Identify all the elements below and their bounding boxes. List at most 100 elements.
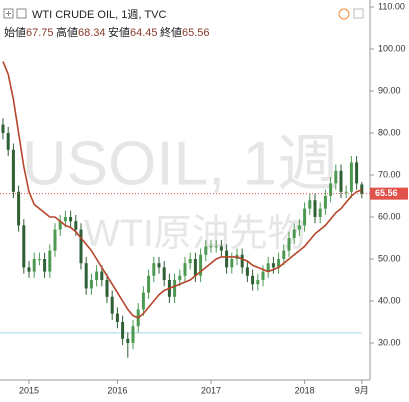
ohlc-label: 安値 xyxy=(108,25,130,39)
candle-body xyxy=(22,225,26,268)
ohlc-field: 安値64.45 xyxy=(108,25,158,39)
candle-body xyxy=(251,275,255,285)
y-tick-label: 50.00 xyxy=(378,253,401,263)
candle-body xyxy=(204,246,208,255)
y-tick-label: 70.00 xyxy=(378,169,401,179)
candle-body xyxy=(334,170,338,184)
candle-body xyxy=(256,280,260,285)
candle-body xyxy=(11,149,15,192)
candle-body xyxy=(173,280,177,297)
x-tick-label: 2017 xyxy=(201,385,221,395)
candle-body xyxy=(183,263,187,276)
compare-icon[interactable] xyxy=(16,8,27,19)
candle-body xyxy=(141,292,145,310)
candle-body xyxy=(48,250,52,272)
y-tick-label: 30.00 xyxy=(378,337,401,347)
candle-body xyxy=(240,254,244,268)
candle-body xyxy=(287,238,291,251)
y-tick-label: 80.00 xyxy=(378,127,401,137)
candle-body xyxy=(69,217,73,222)
candle-body xyxy=(131,326,135,343)
ohlc-field: 高値68.34 xyxy=(56,25,106,39)
moving-average xyxy=(2,61,363,319)
y-tick-label: 90.00 xyxy=(378,85,401,95)
candle-body xyxy=(63,217,67,222)
candle-body xyxy=(349,162,353,192)
candle-body xyxy=(219,246,223,251)
settings-icon[interactable] xyxy=(353,8,364,19)
candle-body xyxy=(126,338,130,343)
ohlc-value: 65.56 xyxy=(182,27,210,39)
candle-body xyxy=(323,196,327,209)
ohlc-label: 始値 xyxy=(4,25,26,39)
y-tick-label: 40.00 xyxy=(378,295,401,305)
last-price-label: 65.56 xyxy=(375,188,398,198)
candle-body xyxy=(53,229,57,251)
candle-body xyxy=(43,259,47,272)
candle-body xyxy=(110,296,114,314)
candle-body xyxy=(230,259,234,268)
ohlc-label: 高値 xyxy=(56,25,78,39)
ohlc-value: 68.34 xyxy=(78,27,106,39)
ohlc-value: 64.45 xyxy=(130,27,158,39)
candle-body xyxy=(209,246,213,248)
candle-body xyxy=(6,133,10,150)
candle-body xyxy=(355,162,359,184)
candle-body xyxy=(95,271,99,280)
candle-body xyxy=(152,263,156,276)
candle-body xyxy=(329,183,333,196)
last-price-tag xyxy=(370,187,408,200)
candle-body xyxy=(292,229,296,238)
candle-body xyxy=(89,280,93,289)
ohlc-field: 始値67.75 xyxy=(4,25,54,39)
candle-body xyxy=(245,267,249,276)
candle-body xyxy=(74,221,78,230)
alert-icon[interactable] xyxy=(338,8,350,20)
candle-body xyxy=(344,191,348,193)
candle-body xyxy=(225,250,229,268)
candle-body xyxy=(308,200,312,209)
candle-body xyxy=(105,280,109,297)
candle-body xyxy=(84,263,88,289)
y-tick-label: 110.00 xyxy=(378,1,405,11)
candle-body xyxy=(100,271,104,280)
candle-body xyxy=(318,208,322,217)
candle-body xyxy=(162,267,166,280)
ohlc-field: 終値65.56 xyxy=(160,25,210,39)
watermark: WTI原油先物 xyxy=(84,213,306,255)
candle-body xyxy=(360,184,364,194)
candle-body xyxy=(178,275,182,280)
candle-body xyxy=(58,221,62,230)
candle-body xyxy=(188,259,192,264)
y-tick-label: 100.00 xyxy=(378,43,406,53)
candle-body xyxy=(32,259,36,272)
candle-body xyxy=(266,263,270,272)
y-tick-label: 60.00 xyxy=(378,211,401,221)
candle-body xyxy=(214,246,218,248)
x-tick-label: 2016 xyxy=(107,385,127,395)
candle-body xyxy=(303,208,307,226)
watermark: USOIL, 1週 xyxy=(22,129,339,198)
candle-body xyxy=(1,124,5,133)
candle-body xyxy=(199,254,203,276)
candle-body xyxy=(297,225,301,230)
candle-body xyxy=(261,271,265,280)
candle-body xyxy=(157,263,161,268)
ohlc-value: 67.75 xyxy=(26,27,54,39)
ohlc-label: 終値 xyxy=(160,25,182,39)
expand-icon[interactable] xyxy=(3,8,14,19)
candle-body xyxy=(277,259,281,268)
candle-body xyxy=(79,229,83,264)
chart-title: WTI CRUDE OIL, 1週, TVC xyxy=(32,8,167,21)
candle-body xyxy=(115,313,119,322)
candle-body xyxy=(193,259,197,276)
candle-body xyxy=(271,263,275,268)
candle-body xyxy=(339,170,343,192)
candle-body xyxy=(17,191,21,226)
candle-body xyxy=(282,250,286,259)
candle-body xyxy=(313,200,317,217)
x-tick-label: 2015 xyxy=(19,385,39,395)
candle-body xyxy=(27,267,31,272)
